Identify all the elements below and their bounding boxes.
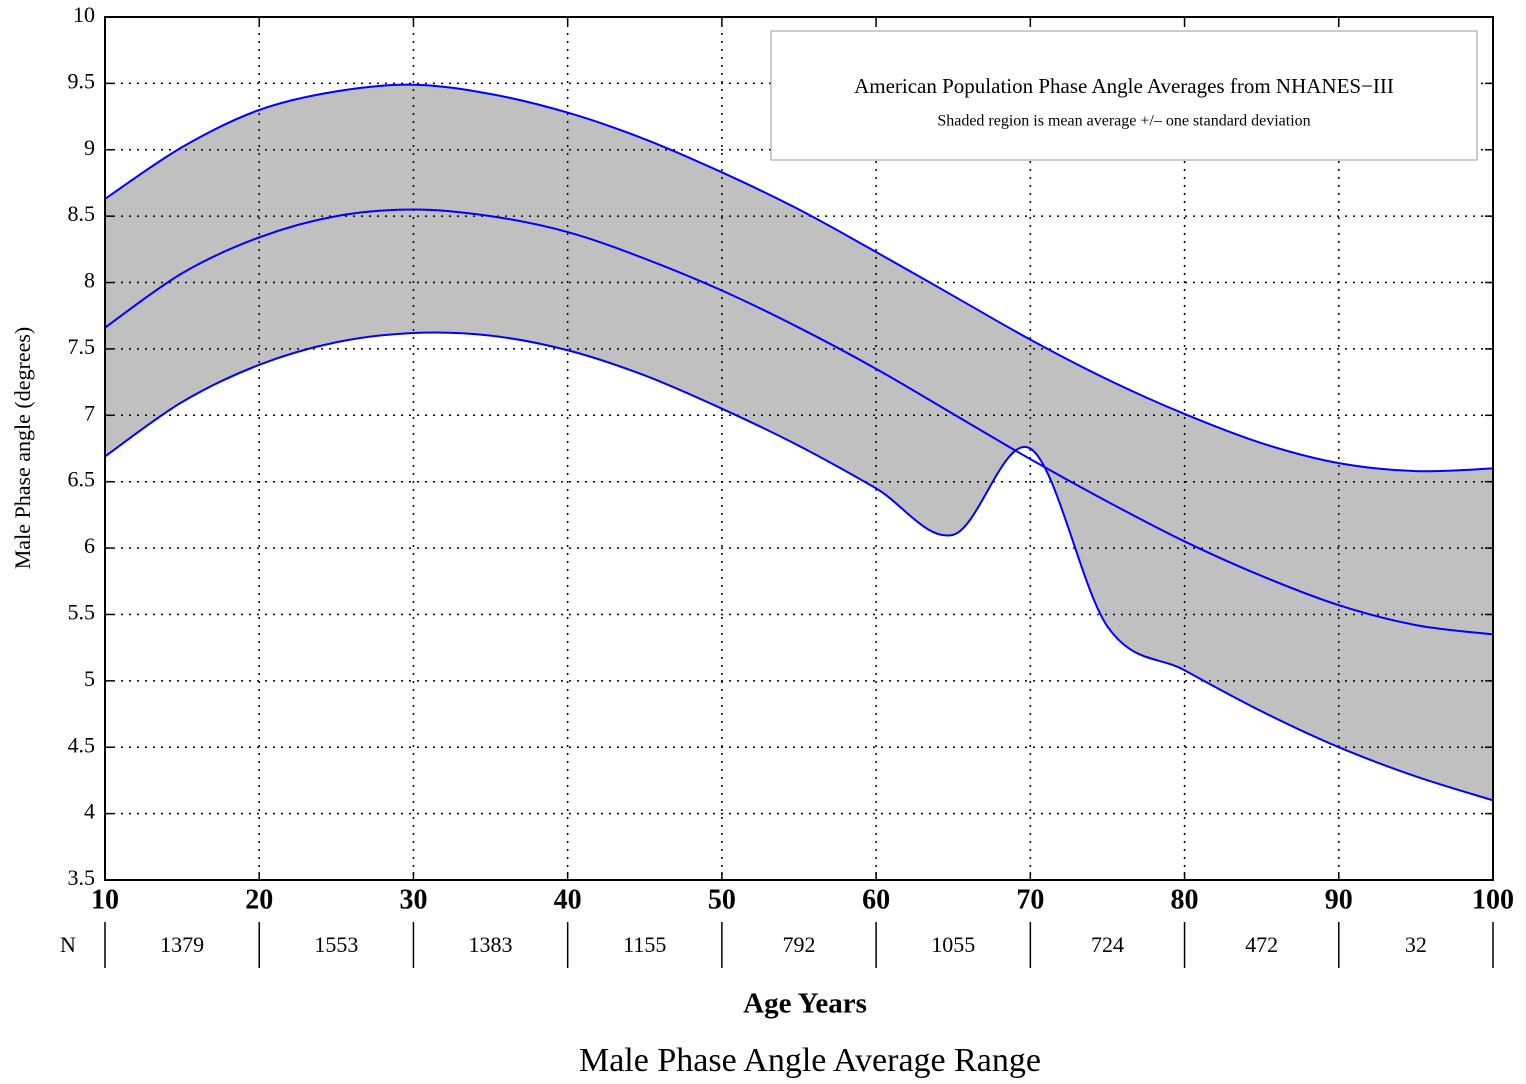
n-count: 1553 [314,932,358,957]
y-tick-label: 3.5 [68,865,96,890]
y-tick-label: 9.5 [68,68,96,93]
y-tick-label: 7 [84,400,95,425]
y-tick-label: 6 [84,533,95,558]
y-tick-label: 7.5 [68,334,96,359]
n-count: 32 [1405,932,1427,957]
series-line [104,83,1494,473]
series-line [104,208,1494,636]
y-tick-label: 9 [84,135,95,160]
n-count: 1379 [160,932,204,957]
n-count: 1155 [623,932,666,957]
x-tick-label: 40 [554,884,582,915]
x-tick-label: 100 [1472,884,1514,915]
x-tick-label: 60 [862,884,890,915]
x-tick-label: 70 [1016,884,1044,915]
annotation-title: American Population Phase Angle Averages… [854,74,1394,98]
x-tick-label: 90 [1325,884,1353,915]
x-tick-label: 20 [245,884,273,915]
y-tick-label: 4.5 [68,732,96,757]
annotation-box [770,30,1478,161]
shaded-band [105,84,1493,801]
x-tick-label: 10 [91,884,119,915]
series-line [104,331,1494,802]
x-tick-label: 30 [399,884,427,915]
y-tick-label: 8 [84,268,95,293]
y-tick-label: 5.5 [68,600,96,625]
y-tick-label: 10 [73,2,95,27]
n-count: 1055 [931,932,975,957]
x-tick-label: 50 [708,884,736,915]
chart-title: Male Phase Angle Average Range [579,1042,1041,1079]
x-axis-label: Age Years [743,988,867,1020]
y-tick-label: 4 [84,799,95,824]
n-count: 1383 [469,932,513,957]
n-count: 472 [1245,932,1278,957]
y-tick-label: 8.5 [68,201,96,226]
plot-frame [104,16,1494,881]
annotation-subtitle: Shaded region is mean average +/– one st… [937,113,1310,130]
y-axis-label: Male Phase angle (degrees) [10,327,35,570]
n-label: N [60,932,76,957]
y-tick-label: 5 [84,666,95,691]
x-tick-label: 80 [1171,884,1199,915]
n-count: 724 [1091,932,1124,957]
y-tick-label: 6.5 [68,467,96,492]
n-count: 792 [783,932,816,957]
